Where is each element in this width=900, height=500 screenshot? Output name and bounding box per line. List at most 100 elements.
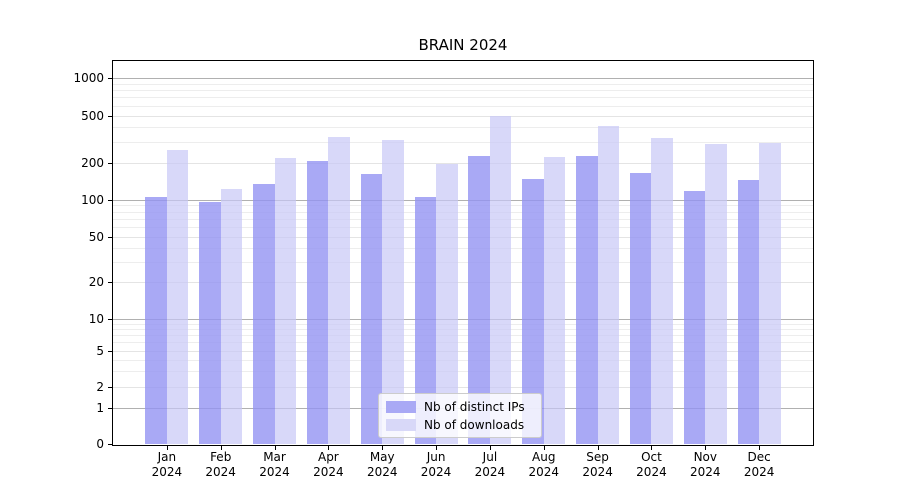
bar-downloads-oct [651,138,673,444]
gridline-minor-30 [113,261,813,263]
y-tick-label-100: 100 [81,192,104,207]
x-tick-label-jan: Jan 2024 [151,450,183,479]
gridline-minor-4 [113,359,813,361]
gridline-minor-600 [113,105,813,107]
gridline-minor-7 [113,335,813,337]
gridline-200 [113,162,813,164]
gridline-minor-400 [113,126,813,128]
y-tick-100 [108,199,112,201]
legend-row-distinct-ips: Nb of distinct IPs [386,398,533,416]
x-tick-jul [489,446,491,450]
x-tick-label-jun: Jun 2024 [420,450,452,479]
y-tick-label-0: 0 [96,437,104,451]
bar-downloads-feb [220,188,243,444]
x-tick-oct [651,446,653,450]
x-tick-label-sep: Sep 2024 [582,450,613,479]
legend-patch-downloads [386,419,416,431]
x-tick-mar [274,446,276,450]
x-tick-jun [436,446,438,450]
x-tick-dec [759,446,761,450]
x-tick-jan [166,446,168,450]
bar-downloads-sep [597,125,620,444]
gridline-50 [113,236,813,238]
chart-title: BRAIN 2024 [418,36,508,54]
bar-ips-jan [145,196,167,444]
gridline-minor-70 [113,218,813,220]
bar-ips-apr [306,161,329,444]
gridline-minor-8 [113,329,813,331]
legend-label-downloads: Nb of downloads [424,418,525,432]
gridline-minor-60 [113,226,813,228]
y-tick-10 [108,319,112,320]
bar-ips-sep [576,155,598,444]
x-tick-label-apr: Apr 2024 [313,450,344,479]
bar-ips-jun [414,196,437,444]
x-tick-label-may: May 2024 [366,450,398,479]
bar-ips-mar [253,184,275,444]
x-tick-label-aug: Aug 2024 [528,450,560,479]
gridline-minor-90 [113,205,813,207]
y-tick-0 [108,444,112,445]
bar-ips-oct [629,173,652,444]
legend: Nb of distinct IPs Nb of downloads [378,393,542,438]
gridline-minor-3 [113,370,813,372]
y-tick-label-2: 2 [96,380,104,394]
bar-downloads-aug [543,156,566,444]
gridline-minor-300 [113,141,813,143]
bar-downloads-nov [705,144,727,444]
x-tick-label-jul: Jul 2024 [474,450,506,479]
gridline-minor-6 [113,342,813,344]
x-tick-nov [705,446,707,450]
gridline-minor-9 [113,323,813,325]
bar-downloads-mar [274,158,297,444]
gridline-2 [113,387,813,388]
y-tick-5 [108,350,112,352]
bar-downloads-may [382,139,404,444]
gridline-5 [113,350,813,352]
bar-ips-aug [522,179,544,444]
x-tick-label-oct: Oct 2024 [636,450,667,479]
x-tick-aug [543,446,545,450]
bar-ips-nov [683,191,706,444]
gridline-500 [113,115,813,117]
y-tick-label-5: 5 [96,343,104,358]
y-tick-label-50: 50 [88,229,104,244]
gridline-20 [113,282,813,283]
x-tick-apr [328,446,330,450]
gridline-100 [113,199,813,201]
y-tick-2 [108,387,112,388]
bar-ips-feb [199,202,221,444]
gridline-minor-900 [113,83,813,85]
x-tick-sep [597,446,599,450]
y-tick-label-20: 20 [88,275,104,289]
gridline-minor-40 [113,247,813,249]
gridline-minor-800 [113,90,813,92]
legend-row-downloads: Nb of downloads [386,416,533,434]
legend-patch-distinct-ips [386,401,416,413]
y-tick-200 [108,162,112,164]
gridline-minor-80 [113,211,813,213]
bar-ips-dec [737,180,760,444]
bar-downloads-jul [489,115,512,444]
y-tick-1000 [108,78,112,79]
x-tick-may [382,446,384,450]
y-tick-1 [108,408,112,409]
x-tick-label-dec: Dec 2024 [743,450,775,479]
bar-downloads-dec [759,142,781,444]
y-tick-50 [108,236,112,238]
y-tick-500 [108,115,112,117]
y-tick-label-1: 1 [96,401,104,415]
y-tick-label-10: 10 [88,312,104,326]
bar-ips-jul [468,155,490,444]
bar-ips-may [360,174,383,444]
x-tick-label-feb: Feb 2024 [205,450,236,479]
x-tick-label-mar: Mar 2024 [259,450,290,479]
y-tick-label-500: 500 [81,108,104,123]
gridline-1000 [113,78,813,79]
plot-area: Nb of distinct IPs Nb of downloads [112,60,814,446]
legend-label-distinct-ips: Nb of distinct IPs [424,400,525,414]
bar-downloads-apr [328,137,350,444]
bar-downloads-jan [166,150,189,444]
gridline-10 [113,319,813,320]
